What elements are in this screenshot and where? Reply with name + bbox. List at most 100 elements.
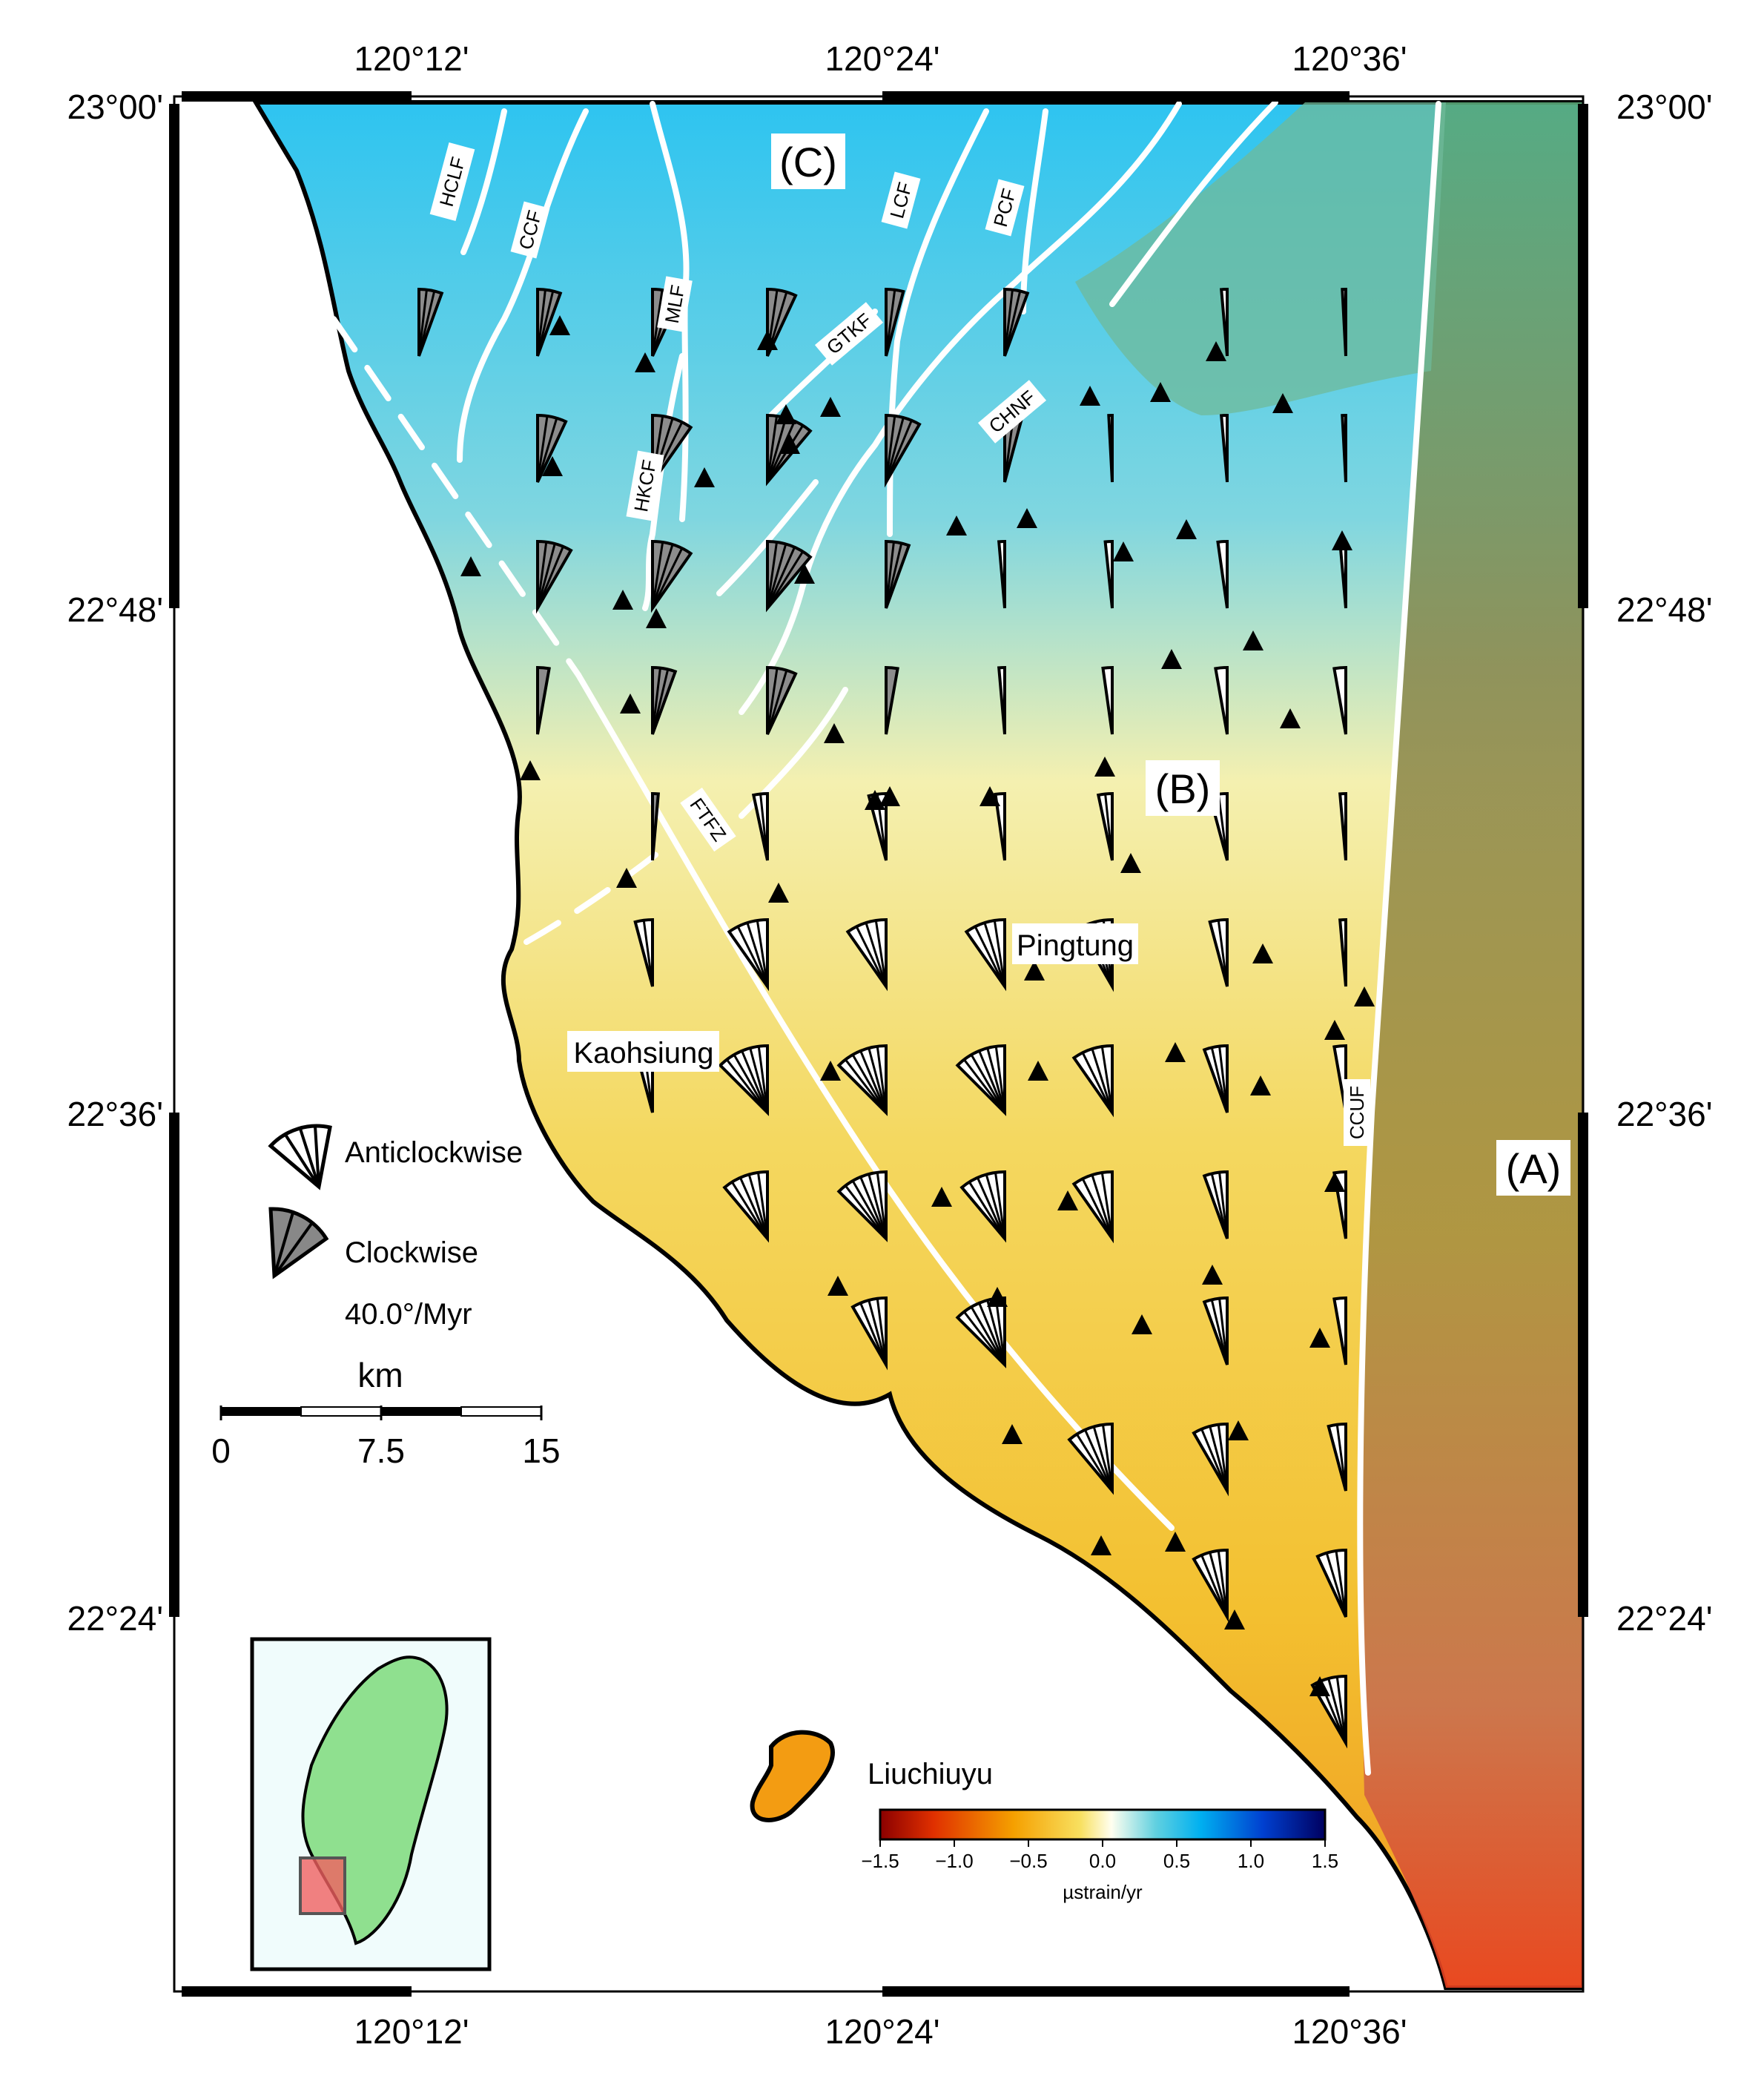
- anticlockwise-rotation-wedge: [1214, 665, 1229, 735]
- wedge-spoke: [1217, 794, 1229, 861]
- wedge-spoke: [651, 669, 670, 735]
- colorbar-gradient: [879, 1808, 1327, 1841]
- left-tick-3: 22°36': [67, 1095, 163, 1133]
- place-label-pingtung: Pingtung: [1017, 929, 1134, 962]
- wedge-spoke: [651, 289, 664, 357]
- wedge-spoke: [766, 541, 779, 609]
- gps-station-triangle: [1309, 1676, 1330, 1696]
- anticlockwise-rotation-wedge: [1103, 539, 1114, 609]
- right-tick-1: 23°00': [1616, 88, 1713, 126]
- wedge-spoke: [978, 1302, 1006, 1365]
- gps-station-triangle: [757, 330, 778, 350]
- wedge-spoke: [1335, 1550, 1347, 1618]
- legend-clockwise-label: Clockwise: [345, 1236, 478, 1269]
- wedge-spoke: [868, 1173, 888, 1239]
- gps-station-triangle: [1324, 1172, 1345, 1192]
- wedge-spoke: [1091, 1048, 1114, 1113]
- wedge-spoke: [986, 1047, 1006, 1113]
- wedge-spoke: [726, 1058, 769, 1113]
- right-tick-4: 22°24': [1616, 1599, 1713, 1638]
- gps-station-triangle: [1332, 530, 1352, 550]
- gps-station-triangle: [1176, 519, 1197, 539]
- gps-station-triangle: [1354, 986, 1375, 1006]
- gps-station-triangle: [1161, 649, 1182, 669]
- gps-station-triangle: [542, 456, 563, 476]
- wedge-spoke: [766, 670, 788, 735]
- gps-station-triangle: [1280, 708, 1301, 728]
- wedge-spoke: [1210, 1047, 1229, 1113]
- left-tick-1: 23°00': [67, 88, 163, 126]
- wedge-spoke: [1200, 1429, 1229, 1492]
- gps-station-triangle: [1243, 630, 1263, 650]
- wedge-spoke: [859, 1302, 888, 1365]
- wedge-spoke: [417, 289, 428, 357]
- wedge-spoke: [885, 541, 895, 609]
- wedge-spoke: [756, 920, 769, 987]
- region-label-c: (C): [779, 139, 837, 185]
- map-frame: [173, 95, 1585, 1993]
- anticlockwise-rotation-wedge: [1332, 1044, 1347, 1113]
- wedge-spoke: [749, 1047, 769, 1113]
- wedge-spoke: [417, 291, 436, 357]
- wedge-spoke: [1081, 1178, 1114, 1239]
- wedge-spoke: [1335, 1424, 1347, 1492]
- gps-station-triangle: [1091, 1535, 1111, 1555]
- colorbar-tick-label: 1.5: [1312, 1850, 1338, 1872]
- wedge-spoke: [994, 1046, 1006, 1113]
- gps-station-triangle: [1228, 1420, 1249, 1440]
- wedge-spoke: [1081, 1052, 1114, 1113]
- gps-station-triangle: [1113, 541, 1134, 561]
- mountain-range-area: [1361, 102, 1583, 1988]
- wedge-spoke: [1209, 1552, 1229, 1618]
- wedge-spoke: [855, 926, 888, 987]
- gps-station-triangle: [768, 883, 789, 903]
- wedge-spoke: [977, 1177, 1006, 1239]
- wedge-spoke: [874, 920, 888, 987]
- wedge-spoke: [536, 543, 556, 609]
- wedge-spoke: [1091, 1174, 1114, 1239]
- wedge-spoke: [536, 541, 548, 609]
- wedge-spoke: [963, 1311, 1006, 1365]
- wedge-spoke: [651, 544, 674, 609]
- wedge-spoke: [1327, 1678, 1347, 1744]
- anticlockwise-rotation-wedge: [1338, 791, 1347, 861]
- colorbar-tick-label: −1.5: [861, 1850, 899, 1872]
- wedge-spoke: [536, 291, 555, 357]
- wedge-spoke: [766, 415, 779, 483]
- wedge-spoke: [1084, 1429, 1114, 1492]
- place-label-liuchiuyu: Liuchiuyu: [868, 1758, 993, 1790]
- anticlockwise-rotation-wedge: [1216, 539, 1229, 609]
- gps-station-triangle: [794, 564, 815, 584]
- wedge-spoke: [1217, 920, 1229, 987]
- wedge-spoke: [865, 922, 888, 987]
- top-tick-1: 120°12': [354, 39, 469, 78]
- wedge-spoke: [1101, 1424, 1114, 1492]
- wedge-spoke: [1218, 1046, 1229, 1113]
- gps-station-triangle: [635, 352, 655, 372]
- wedge-spoke: [885, 415, 896, 483]
- wedge-spoke: [978, 1050, 1006, 1113]
- gps-station-triangle: [987, 1287, 1008, 1307]
- legend: Anticlockwise Clockwise 40.0°/Myr: [268, 1124, 523, 1331]
- gps-station-triangle: [828, 1276, 848, 1296]
- wedge-spoke: [968, 1181, 1006, 1239]
- clockwise-rotation-wedge: [885, 665, 899, 735]
- gps-station-triangle: [1272, 393, 1293, 413]
- wedge-spoke: [963, 1058, 1006, 1113]
- gps-station-triangle: [1024, 960, 1045, 981]
- gps-station-triangle: [931, 1187, 952, 1207]
- gps-station-triangle: [646, 608, 667, 628]
- wedge-spoke: [1003, 291, 1022, 357]
- gps-station-triangle: [616, 868, 637, 888]
- gps-station-triangle: [1309, 1328, 1330, 1348]
- gps-station-triangle: [1202, 1265, 1223, 1285]
- top-tick-2: 120°24': [825, 39, 939, 78]
- wedge-spoke: [994, 1172, 1006, 1239]
- gps-station-triangle: [820, 1061, 841, 1081]
- inset-study-area-box: [299, 1856, 346, 1915]
- rotation-wedges: [417, 287, 1347, 1749]
- gps-station-triangle: [549, 315, 570, 335]
- scale-bar-unit: km: [357, 1356, 403, 1394]
- wedge-spoke: [845, 1058, 888, 1113]
